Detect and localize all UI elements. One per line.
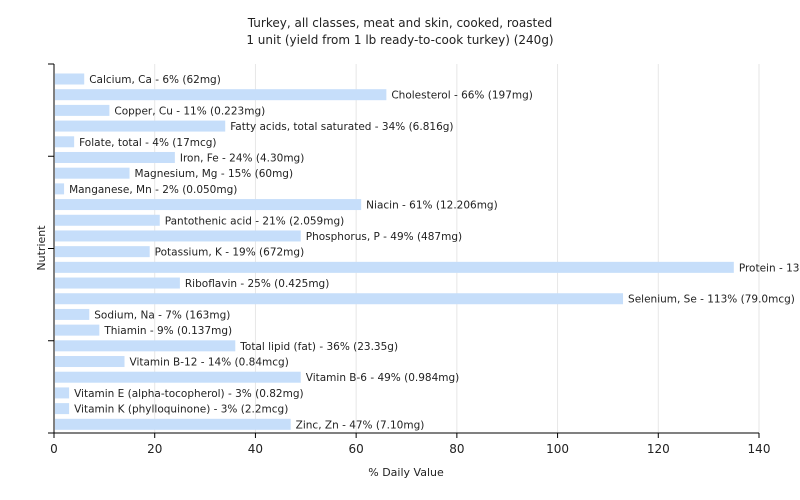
bar-label-9: Pantothenic acid - 21% (2.059mg) <box>165 215 344 227</box>
bar-label-11: Potassium, K - 19% (672mg) <box>155 247 305 259</box>
bar-label-13: Riboflavin - 25% (0.425mg) <box>185 278 329 290</box>
bar-11 <box>55 246 150 258</box>
bar-label-7: Manganese, Mn - 2% (0.050mg) <box>69 184 237 196</box>
bar-15 <box>55 308 90 320</box>
bar-16 <box>55 324 100 336</box>
bar-1 <box>55 89 387 101</box>
bar-17 <box>55 340 236 352</box>
bar-label-18: Vitamin B-12 - 14% (0.84mcg) <box>130 357 289 369</box>
bar-label-0: Calcium, Ca - 6% (62mg) <box>89 74 221 86</box>
bar-label-1: Cholesterol - 66% (197mg) <box>391 90 533 102</box>
bars-group: Calcium, Ca - 6% (62mg) Cholesterol - 66%… <box>55 73 800 431</box>
bar-22 <box>55 418 291 430</box>
bar-6 <box>55 167 130 179</box>
bar-20 <box>55 387 70 399</box>
y-axis-label: Nutrient <box>35 225 48 271</box>
bar-14 <box>55 293 624 305</box>
x-tick-label-2: 40 <box>248 442 263 456</box>
bar-label-12: Protein - 135% (67.44g) <box>739 262 800 274</box>
bar-label-3: Fatty acids, total saturated - 34% (6.81… <box>230 121 453 133</box>
bar-label-17: Total lipid (fat) - 36% (23.35g) <box>239 341 398 353</box>
bar-label-5: Iron, Fe - 24% (4.30mg) <box>180 152 304 164</box>
x-tick-label-6: 120 <box>647 442 670 456</box>
x-axis-label: % Daily Value <box>368 466 444 479</box>
bar-18 <box>55 356 125 368</box>
bar-label-2: Copper, Cu - 11% (0.223mg) <box>114 105 265 117</box>
x-tick-label-4: 80 <box>449 442 464 456</box>
x-tick-label-7: 140 <box>748 442 771 456</box>
bar-8 <box>55 199 362 211</box>
bar-10 <box>55 230 301 242</box>
bar-13 <box>55 277 180 289</box>
bar-4 <box>55 136 75 148</box>
bar-label-19: Vitamin B-6 - 49% (0.984mg) <box>306 372 460 384</box>
bar-2 <box>55 104 110 116</box>
bar-label-8: Niacin - 61% (12.206mg) <box>366 200 498 212</box>
bar-7 <box>55 183 65 195</box>
bar-19 <box>55 371 301 383</box>
bar-label-6: Magnesium, Mg - 15% (60mg) <box>135 168 294 180</box>
x-tick-label-1: 20 <box>147 442 162 456</box>
x-tick-label-5: 100 <box>546 442 569 456</box>
chart-subtitle: 1 unit (yield from 1 lb ready-to-cook tu… <box>246 33 553 47</box>
bar-12 <box>55 261 734 273</box>
bar-5 <box>55 151 175 163</box>
bar-label-22: Zinc, Zn - 47% (7.10mg) <box>296 419 425 431</box>
grid-lines <box>154 64 760 433</box>
bar-label-4: Folate, total - 4% (17mcg) <box>79 137 216 149</box>
bar-label-16: Thiamin - 9% (0.137mg) <box>103 325 232 337</box>
x-tick-label-3: 60 <box>349 442 364 456</box>
x-tick-label-0: 0 <box>50 442 58 456</box>
bar-21 <box>55 403 70 415</box>
bar-label-20: Vitamin E (alpha-tocopherol) - 3% (0.82m… <box>74 388 304 400</box>
axes: 0 20 40 60 80 100 120 140 <box>48 63 771 456</box>
bar-label-10: Phosphorus, P - 49% (487mg) <box>306 231 462 243</box>
bar-label-21: Vitamin K (phylloquinone) - 3% (2.2mcg) <box>74 404 288 416</box>
bar-label-14: Selenium, Se - 113% (79.0mcg) <box>628 294 795 306</box>
bar-3 <box>55 120 226 132</box>
bar-label-15: Sodium, Na - 7% (163mg) <box>94 309 230 321</box>
bar-9 <box>55 214 160 226</box>
chart-title: Turkey, all classes, meat and skin, cook… <box>247 16 552 30</box>
bar-0 <box>55 73 85 85</box>
